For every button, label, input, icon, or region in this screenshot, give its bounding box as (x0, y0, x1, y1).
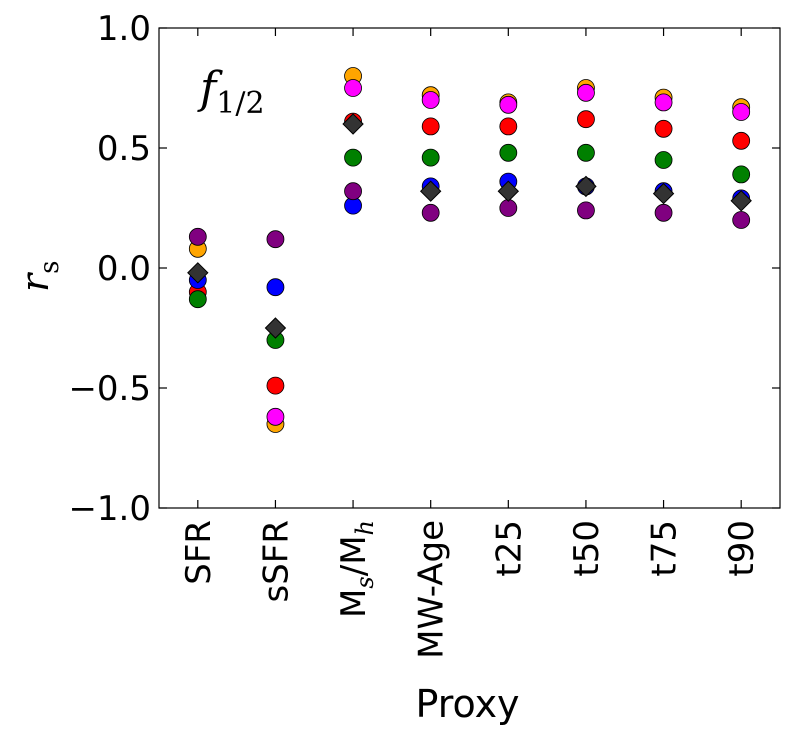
data-point-diamond (419, 180, 442, 202)
x-tick-label-part: sSFR (256, 520, 296, 602)
data-point (499, 143, 518, 162)
data-point (421, 117, 440, 136)
x-tick-label-part: /M (334, 535, 374, 576)
data-point (654, 119, 673, 138)
data-point (732, 131, 751, 150)
x-tick-label-part: M (334, 589, 374, 618)
x-tick-label: MW-Age (412, 520, 452, 659)
data-point (499, 117, 518, 136)
y-axis-label-main: r (13, 271, 57, 292)
x-tick-label: t75 (645, 520, 685, 577)
data-point (577, 201, 595, 220)
data-point (266, 376, 285, 395)
x-tick-label-part: h (351, 520, 379, 535)
annotation-sub: 1/2 (216, 86, 264, 121)
x-tick-label: Ms/Mh (334, 520, 379, 618)
data-point (188, 290, 207, 309)
y-tick-label: 0.0 (97, 249, 151, 289)
x-tick-label-part: s (351, 576, 379, 588)
data-point-diamond (652, 182, 675, 205)
data-point (499, 199, 518, 217)
data-point (421, 203, 440, 222)
data-point (266, 230, 285, 249)
data-point (577, 83, 595, 102)
chart-annotation: f1/2 (197, 63, 265, 121)
data-point (654, 151, 673, 169)
y-axis: −1.0 −0.5 0.0 0.5 1.0 (68, 9, 780, 529)
data-point-diamond (264, 317, 287, 339)
data-point (499, 95, 518, 114)
x-tick-label: t90 (722, 520, 762, 577)
data-point-diamond (497, 180, 520, 202)
data-point (732, 211, 751, 229)
data-point (577, 110, 595, 129)
data-point (732, 165, 751, 184)
x-axis-label: Proxy (415, 682, 519, 726)
y-tick-label: −1.0 (68, 489, 151, 529)
x-tick-label-part: MW-Age (412, 520, 452, 659)
data-point (421, 91, 440, 109)
x-axis: SFR sSFR Ms/Mh MW-Age t25 t50 t75 t90 (179, 28, 762, 659)
x-tick-label-part: SFR (179, 520, 219, 585)
y-tick-label: 0.5 (97, 129, 151, 169)
data-point (188, 227, 207, 246)
x-tick-label-part: t25 (489, 520, 529, 577)
data-point (266, 278, 285, 297)
data-point-diamond (187, 262, 209, 284)
data-point (344, 148, 362, 167)
y-tick-label: 1.0 (97, 9, 151, 49)
data-point (421, 148, 440, 167)
x-tick-label: sSFR (256, 520, 296, 602)
x-tick-label-part: t50 (567, 520, 607, 577)
x-tick-label-part: t90 (722, 520, 762, 577)
data-point-diamond (730, 190, 752, 212)
data-point (344, 182, 362, 201)
x-tick-label: SFR (179, 520, 219, 585)
y-axis-label: rs (13, 260, 65, 292)
data-point (266, 407, 285, 426)
data-point-diamond (342, 113, 364, 135)
x-tick-label-part: t75 (645, 520, 685, 577)
data-point (654, 203, 673, 222)
y-tick-label: −0.5 (68, 369, 151, 409)
data-point-diamond (575, 175, 597, 198)
data-points (187, 67, 752, 433)
x-tick-label: t50 (567, 520, 607, 577)
data-point (654, 93, 673, 112)
data-point (732, 103, 751, 121)
data-point (344, 79, 362, 97)
data-point (577, 143, 595, 162)
y-axis-label-sub: s (35, 260, 65, 273)
x-tick-label: t25 (489, 520, 529, 577)
